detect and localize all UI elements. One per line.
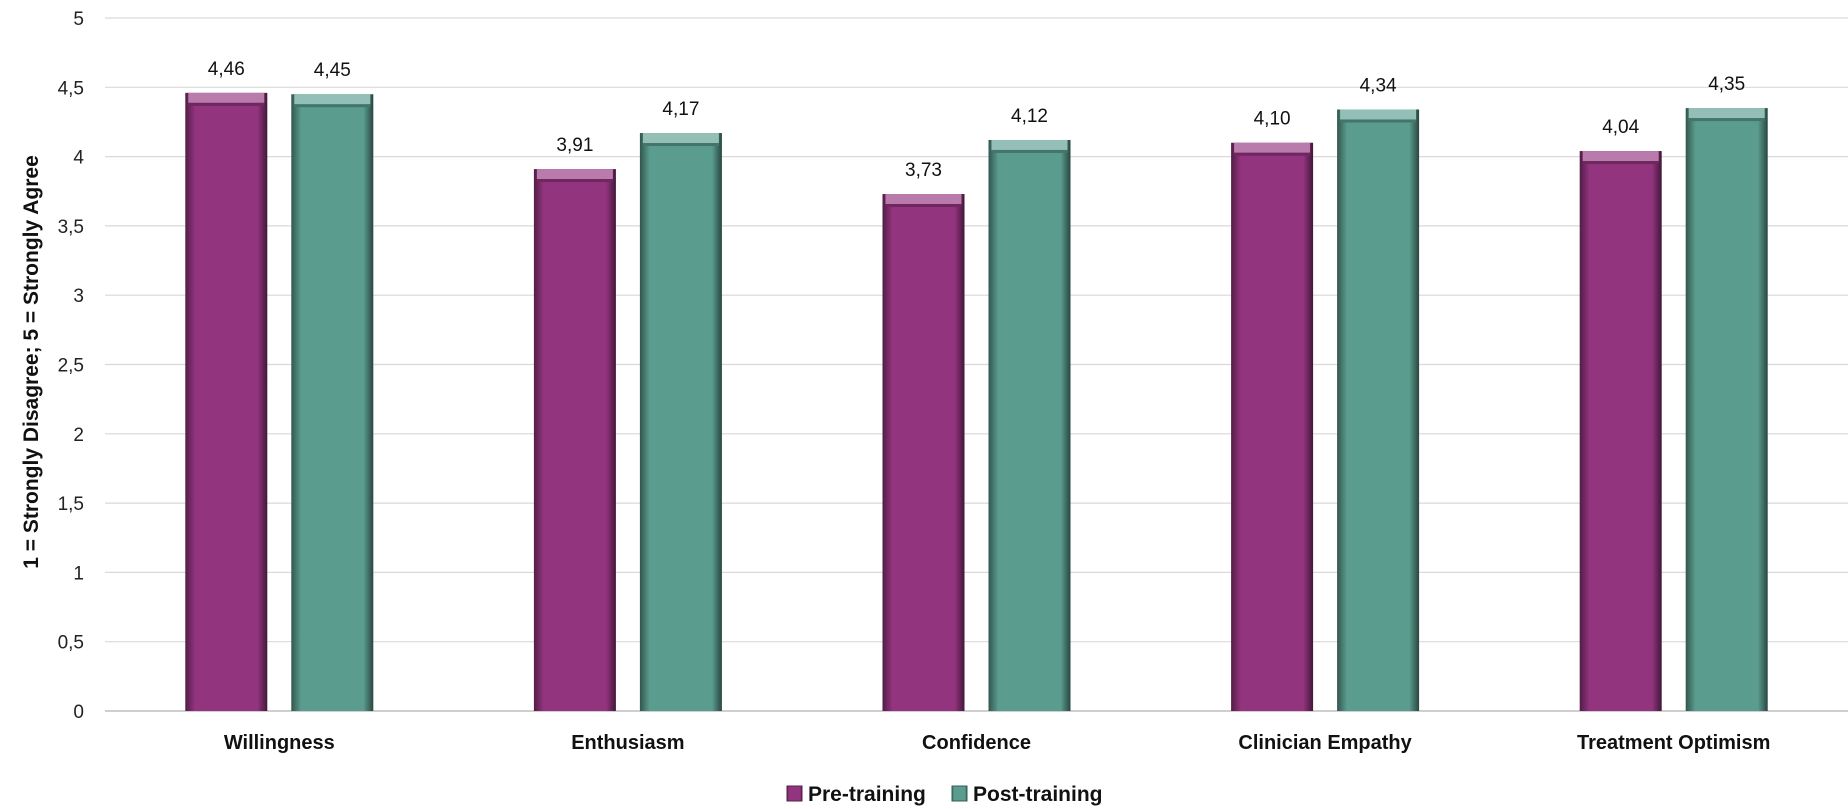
gridlines — [105, 17, 1848, 712]
legend-label: Pre-training — [808, 783, 926, 806]
bar-post-training — [639, 133, 722, 712]
bar-post-training — [291, 94, 374, 712]
bar-pre-training — [882, 194, 965, 712]
data-label: 4,34 — [1360, 75, 1397, 96]
bar-bevel — [188, 92, 265, 103]
bar-bevel-shadow — [188, 102, 265, 106]
data-label: 3,73 — [905, 160, 942, 181]
y-tick-label: 3,5 — [58, 217, 84, 238]
x-axis-categories: Willingness Enthusiasm Confidence Clinician… — [224, 732, 1771, 754]
bar-bevel-shadow — [536, 179, 613, 183]
legend-label: Post-training — [973, 783, 1103, 806]
legend: Pre-training Post-training — [786, 783, 1103, 806]
bar-bevel-shadow — [1582, 161, 1659, 165]
bar-bevel — [642, 133, 719, 144]
category-label: Enthusiasm — [571, 732, 684, 754]
bar-bevel — [1234, 142, 1311, 153]
bar-bevel-shadow — [1234, 152, 1311, 156]
bar-bevel — [1582, 151, 1659, 162]
y-axis-ticks: 0 0,5 1 1,5 2 2,5 3 3,5 4 4,5 5 — [58, 9, 85, 723]
bar-bevel — [1340, 109, 1417, 120]
y-tick-label: 0,5 — [58, 633, 84, 654]
bar-pre-training — [533, 169, 616, 712]
data-label: 4,35 — [1708, 74, 1745, 95]
data-label: 4,10 — [1254, 109, 1291, 130]
bar-bevel — [294, 94, 371, 105]
data-label: 4,12 — [1011, 106, 1048, 127]
bar-bevel-shadow — [294, 104, 371, 108]
y-tick-label: 4,5 — [58, 78, 84, 99]
data-labels: 4,46 4,45 3,91 4,17 3,73 4,12 4,10 4,34 4,04 4,35 — [208, 59, 1745, 181]
bar-pre-training — [1579, 151, 1662, 711]
bar-post-training — [988, 139, 1071, 711]
data-label: 4,17 — [662, 99, 699, 120]
bar-pre-training — [185, 92, 268, 712]
category-label: Treatment Optimism — [1577, 732, 1770, 754]
data-label: 4,45 — [314, 60, 351, 81]
y-tick-label: 2 — [73, 425, 84, 446]
bar-bevel — [885, 194, 962, 205]
y-tick-label: 3 — [73, 286, 84, 307]
y-tick-label: 1 — [73, 563, 84, 584]
bar-bevel-shadow — [1688, 118, 1765, 122]
bar-bevel-shadow — [991, 149, 1068, 153]
y-tick-label: 4 — [73, 148, 84, 169]
bar-post-training — [1337, 109, 1420, 711]
bar-bevel-shadow — [885, 204, 962, 208]
bar-bevel-shadow — [642, 143, 719, 147]
legend-swatch — [786, 785, 803, 802]
data-label: 4,04 — [1602, 117, 1639, 138]
legend-swatch — [951, 785, 968, 802]
bar-bevel-shadow — [1340, 119, 1417, 123]
category-label: Confidence — [922, 732, 1031, 754]
data-label: 3,91 — [556, 135, 593, 156]
bar-post-training — [1685, 108, 1768, 712]
y-tick-label: 2,5 — [58, 356, 84, 377]
bars — [185, 92, 1768, 712]
data-label: 4,46 — [208, 59, 245, 80]
bar-bevel — [1688, 108, 1765, 119]
bar-bevel — [991, 139, 1068, 150]
bar-pre-training — [1231, 142, 1314, 712]
y-axis-title: 1 = Strongly Disagree; 5 = Strongly Agre… — [20, 155, 43, 569]
bar-bevel — [536, 169, 613, 180]
y-tick-label: 0 — [73, 702, 84, 723]
category-label: Clinician Empathy — [1238, 732, 1412, 754]
y-tick-label: 1,5 — [58, 494, 84, 515]
category-label: Willingness — [224, 732, 335, 754]
y-tick-label: 5 — [73, 9, 84, 30]
